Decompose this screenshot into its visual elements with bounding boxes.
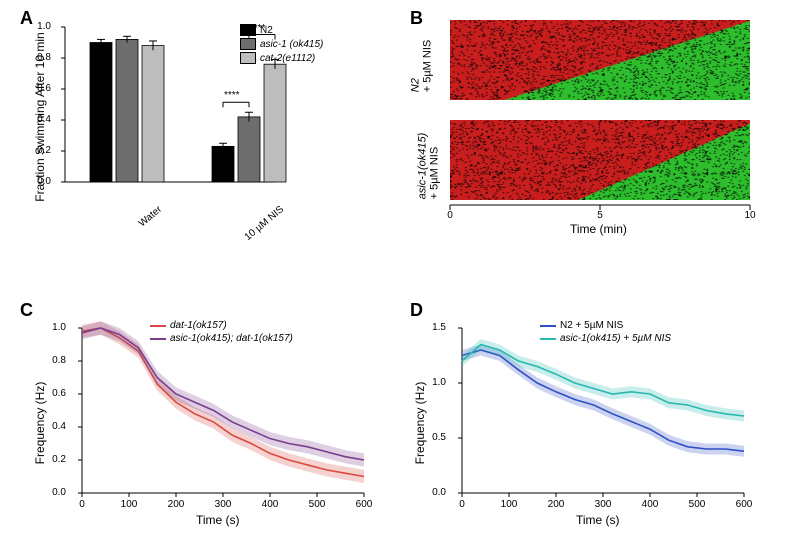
line-xtick: 600 — [732, 499, 756, 510]
panel-a-ytick: 0.4 — [27, 114, 51, 125]
panel-a-sig: **** — [224, 90, 240, 101]
line-ytick: 1.0 — [46, 322, 66, 333]
line-xtick: 0 — [450, 499, 474, 510]
line-ytick: 1.5 — [426, 322, 446, 333]
line-xtick: 500 — [305, 499, 329, 510]
panel-b-top-label: N2+ 5µM NIS — [409, 40, 433, 93]
line-ytick: 0.0 — [46, 487, 66, 498]
line-ytick: 0.2 — [46, 454, 66, 465]
panel-b-label: B — [410, 8, 423, 29]
line-xtick: 400 — [638, 499, 662, 510]
panel-a-sig: **** — [250, 23, 266, 34]
panel-c-chart — [70, 320, 370, 520]
line-xtick: 200 — [544, 499, 568, 510]
panel-c-legend: dat-1(ok157)asic-1(ok415); dat-1(ok157) — [150, 320, 293, 346]
panel-a-ytick: 0.8 — [27, 52, 51, 63]
panel-b-heatmap-bottom — [450, 120, 750, 200]
line-ytick: 0.6 — [46, 388, 66, 399]
panel-d-xlabel: Time (s) — [576, 513, 620, 527]
panel-c-xlabel: Time (s) — [196, 513, 240, 527]
line-ytick: 0.0 — [426, 487, 446, 498]
panel-d-legend: N2 + 5µM NISasic-1(ok415) + 5µM NIS — [540, 320, 671, 346]
line-xtick: 0 — [70, 499, 94, 510]
line-ytick: 0.4 — [46, 421, 66, 432]
line-xtick: 300 — [591, 499, 615, 510]
panel-b-xtick: 0 — [442, 210, 458, 221]
panel-d-label: D — [410, 300, 423, 321]
panel-a-ytick: 0.2 — [27, 145, 51, 156]
line-xtick: 600 — [352, 499, 376, 510]
panel-b-xlabel: Time (min) — [570, 222, 627, 236]
panel-b-heatmap-top — [450, 20, 750, 100]
line-xtick: 200 — [164, 499, 188, 510]
line-ytick: 0.8 — [46, 355, 66, 366]
panel-a-ytick: 0.0 — [27, 176, 51, 187]
panel-c-label: C — [20, 300, 33, 321]
line-xtick: 500 — [685, 499, 709, 510]
panel-b-xtick: 10 — [742, 210, 758, 221]
panel-d-ylabel: Frequency (Hz) — [413, 363, 427, 483]
line-xtick: 400 — [258, 499, 282, 510]
panel-d-chart — [450, 320, 750, 520]
line-ytick: 1.0 — [426, 377, 446, 388]
panel-a-ytick: 1.0 — [27, 21, 51, 32]
panel-b-bottom-label: asic-1(ok415)+ 5µM NIS — [416, 133, 440, 200]
line-ytick: 0.5 — [426, 432, 446, 443]
line-xtick: 100 — [117, 499, 141, 510]
figure: { "panelA": { "label": "A", "type": "bar… — [0, 0, 800, 556]
line-xtick: 300 — [211, 499, 235, 510]
panel-b-xtick: 5 — [592, 210, 608, 221]
panel-c-ylabel: Frequency (Hz) — [33, 363, 47, 483]
panel-a-ytick: 0.6 — [27, 83, 51, 94]
line-xtick: 100 — [497, 499, 521, 510]
